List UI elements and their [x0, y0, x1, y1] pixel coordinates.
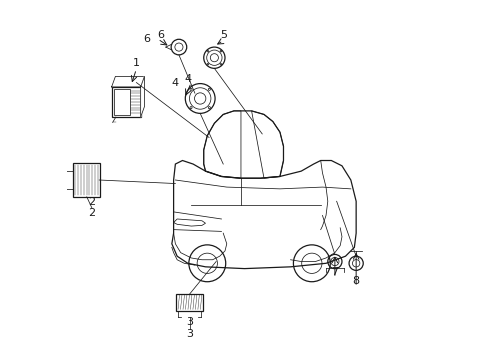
Text: 7: 7: [331, 267, 338, 278]
Text: 6: 6: [143, 34, 150, 44]
Text: 2: 2: [88, 208, 96, 219]
Text: 3: 3: [185, 317, 193, 327]
Text: 1: 1: [133, 58, 140, 68]
Bar: [64, 171, 73, 189]
Text: 2: 2: [88, 197, 96, 207]
Text: 4: 4: [171, 77, 179, 87]
Bar: [111, 87, 141, 117]
Text: 3: 3: [185, 329, 193, 339]
Bar: [176, 294, 203, 311]
Text: 8: 8: [352, 276, 359, 286]
Bar: [73, 163, 100, 197]
Text: 6: 6: [158, 30, 164, 40]
Polygon shape: [141, 76, 144, 117]
Text: 4: 4: [184, 74, 191, 84]
Text: 5: 5: [219, 30, 226, 40]
Bar: [114, 89, 130, 114]
